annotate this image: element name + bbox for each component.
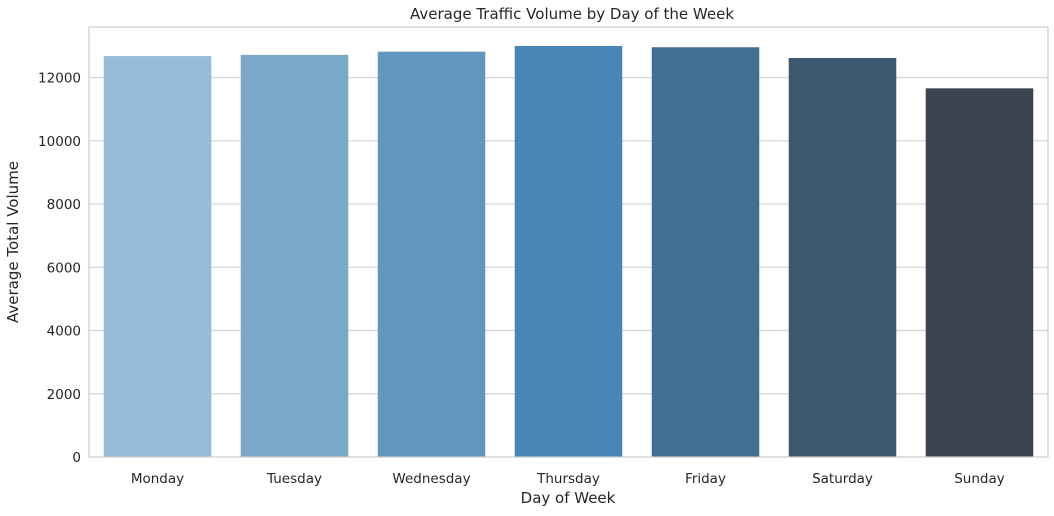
y-tick-label: 8000 xyxy=(47,197,81,213)
bar-friday xyxy=(651,47,760,458)
x-tick-label-tuesday: Tuesday xyxy=(266,471,322,487)
x-tick-label-sunday: Sunday xyxy=(954,471,1005,487)
y-tick-label: 6000 xyxy=(47,260,81,276)
y-tick-label: 0 xyxy=(72,450,81,466)
y-tick-label: 10000 xyxy=(38,134,81,150)
y-tick-label: 4000 xyxy=(47,324,81,340)
x-tick-label-friday: Friday xyxy=(685,471,726,487)
x-tick-label-thursday: Thursday xyxy=(536,471,600,487)
y-tick-labels: 0 2000 4000 6000 8000 10000 12000 xyxy=(38,71,81,466)
bar-tuesday xyxy=(240,54,349,458)
x-tick-label-wednesday: Wednesday xyxy=(392,471,470,487)
x-tick-label-monday: Monday xyxy=(131,471,184,487)
y-tick-label: 2000 xyxy=(47,387,81,403)
y-axis-label: Average Total Volume xyxy=(4,161,22,323)
x-axis-label: Day of Week xyxy=(521,489,616,507)
x-tick-labels: Monday Tuesday Wednesday Thursday Friday Satu… xyxy=(131,471,1005,487)
bar-monday xyxy=(103,56,212,458)
bars xyxy=(103,45,1034,458)
bar-sunday xyxy=(925,88,1034,458)
bar-thursday xyxy=(514,45,623,458)
bar-wednesday xyxy=(377,51,486,457)
plot-frame xyxy=(88,26,1049,458)
x-tick-label-saturday: Saturday xyxy=(812,471,873,487)
bar-saturday xyxy=(788,57,897,458)
chart-title: Average Traffic Volume by Day of the Wee… xyxy=(410,5,734,23)
y-tick-label: 12000 xyxy=(38,71,81,87)
